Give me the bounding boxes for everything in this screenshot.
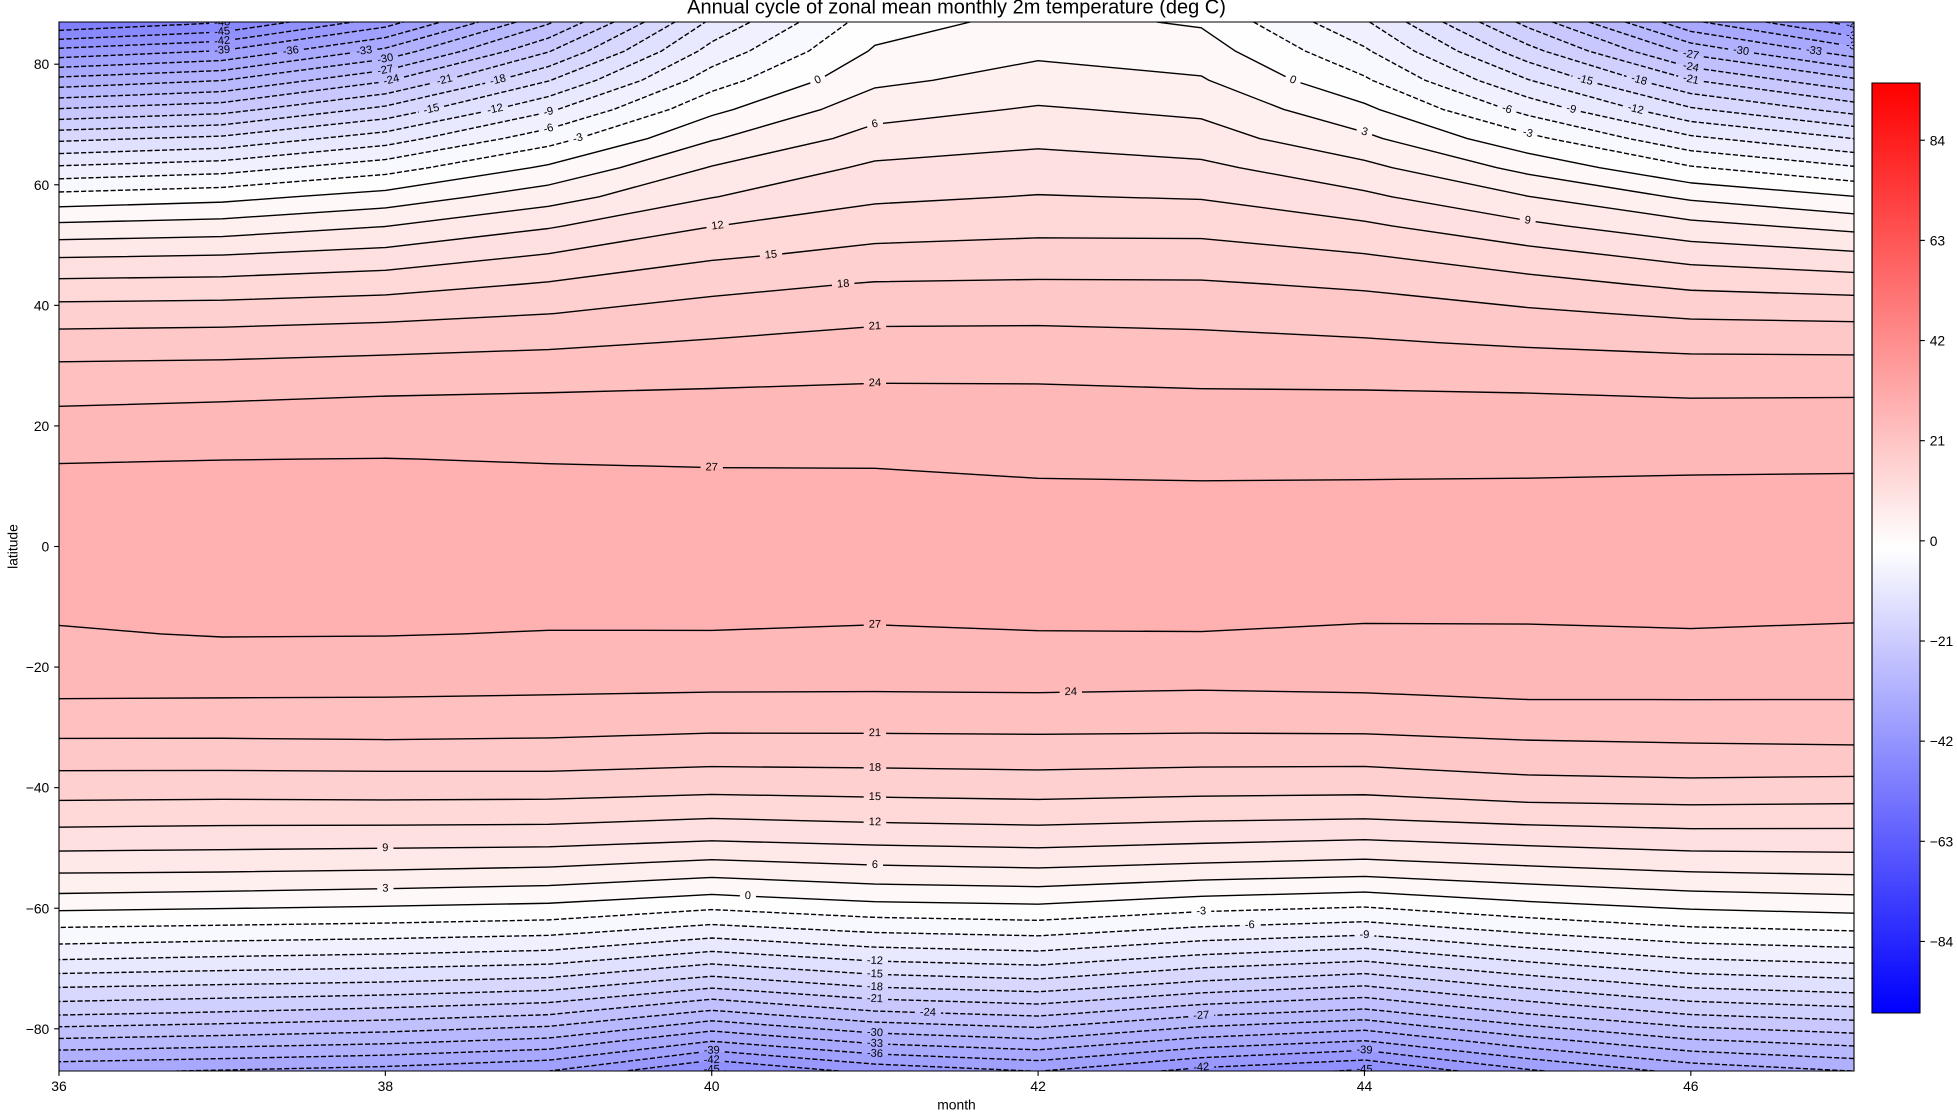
svg-text:−63: −63 — [1930, 833, 1954, 849]
svg-text:-6: -6 — [1245, 919, 1255, 931]
svg-text:-15: -15 — [867, 968, 884, 981]
svg-text:40: 40 — [34, 297, 50, 313]
svg-text:month: month — [937, 1096, 976, 1112]
svg-text:18: 18 — [869, 762, 881, 774]
svg-text:-24: -24 — [920, 1006, 936, 1018]
svg-text:27: 27 — [869, 619, 881, 631]
svg-text:Annual cycle of zonal mean mon: Annual cycle of zonal mean monthly 2m te… — [687, 0, 1226, 19]
svg-text:−84: −84 — [1930, 933, 1954, 949]
svg-text:21: 21 — [869, 727, 881, 739]
svg-text:24: 24 — [869, 377, 882, 389]
svg-text:-30: -30 — [867, 1026, 884, 1039]
svg-text:-33: -33 — [1805, 44, 1823, 58]
svg-text:46: 46 — [1683, 1078, 1699, 1094]
svg-text:-9: -9 — [1359, 929, 1369, 941]
svg-text:0: 0 — [1930, 533, 1938, 549]
svg-text:−80: −80 — [26, 1021, 50, 1037]
svg-text:42: 42 — [1030, 1078, 1046, 1094]
svg-text:42: 42 — [1930, 333, 1946, 349]
svg-text:-21: -21 — [867, 993, 884, 1006]
svg-text:3: 3 — [382, 882, 388, 894]
svg-text:−21: −21 — [1930, 633, 1954, 649]
svg-text:80: 80 — [34, 56, 50, 72]
svg-text:12: 12 — [869, 816, 882, 828]
svg-text:18: 18 — [837, 278, 850, 291]
svg-text:-39: -39 — [1356, 1044, 1372, 1057]
svg-text:27: 27 — [705, 461, 718, 473]
svg-text:60: 60 — [34, 177, 50, 193]
svg-text:15: 15 — [764, 248, 777, 261]
svg-text:21: 21 — [1930, 433, 1946, 449]
svg-text:21: 21 — [868, 320, 881, 332]
svg-text:15: 15 — [869, 791, 882, 803]
svg-text:-18: -18 — [867, 981, 884, 994]
svg-text:84: 84 — [1930, 132, 1946, 148]
svg-text:−20: −20 — [26, 659, 50, 675]
svg-text:12: 12 — [711, 219, 725, 233]
svg-text:6: 6 — [872, 859, 878, 871]
svg-text:-33: -33 — [355, 44, 373, 58]
svg-text:−60: −60 — [26, 900, 50, 916]
svg-text:-39: -39 — [214, 44, 231, 57]
svg-text:latitude: latitude — [4, 524, 20, 569]
svg-text:-30: -30 — [1732, 44, 1750, 58]
svg-text:−40: −40 — [26, 780, 50, 796]
svg-text:-36: -36 — [282, 44, 300, 58]
svg-text:9: 9 — [382, 842, 388, 854]
svg-text:44: 44 — [1357, 1078, 1373, 1094]
svg-text:63: 63 — [1930, 232, 1946, 248]
svg-text:38: 38 — [378, 1078, 394, 1094]
svg-text:-27: -27 — [1193, 1009, 1210, 1022]
svg-text:-12: -12 — [867, 955, 884, 968]
svg-text:20: 20 — [34, 418, 50, 434]
svg-text:36: 36 — [51, 1078, 67, 1094]
svg-text:40: 40 — [704, 1078, 720, 1094]
svg-text:-3: -3 — [1196, 905, 1206, 917]
svg-text:-39: -39 — [704, 1045, 720, 1057]
svg-text:0: 0 — [42, 539, 50, 555]
svg-text:−42: −42 — [1930, 733, 1954, 749]
svg-text:24: 24 — [1065, 686, 1078, 698]
svg-text:0: 0 — [745, 890, 752, 902]
